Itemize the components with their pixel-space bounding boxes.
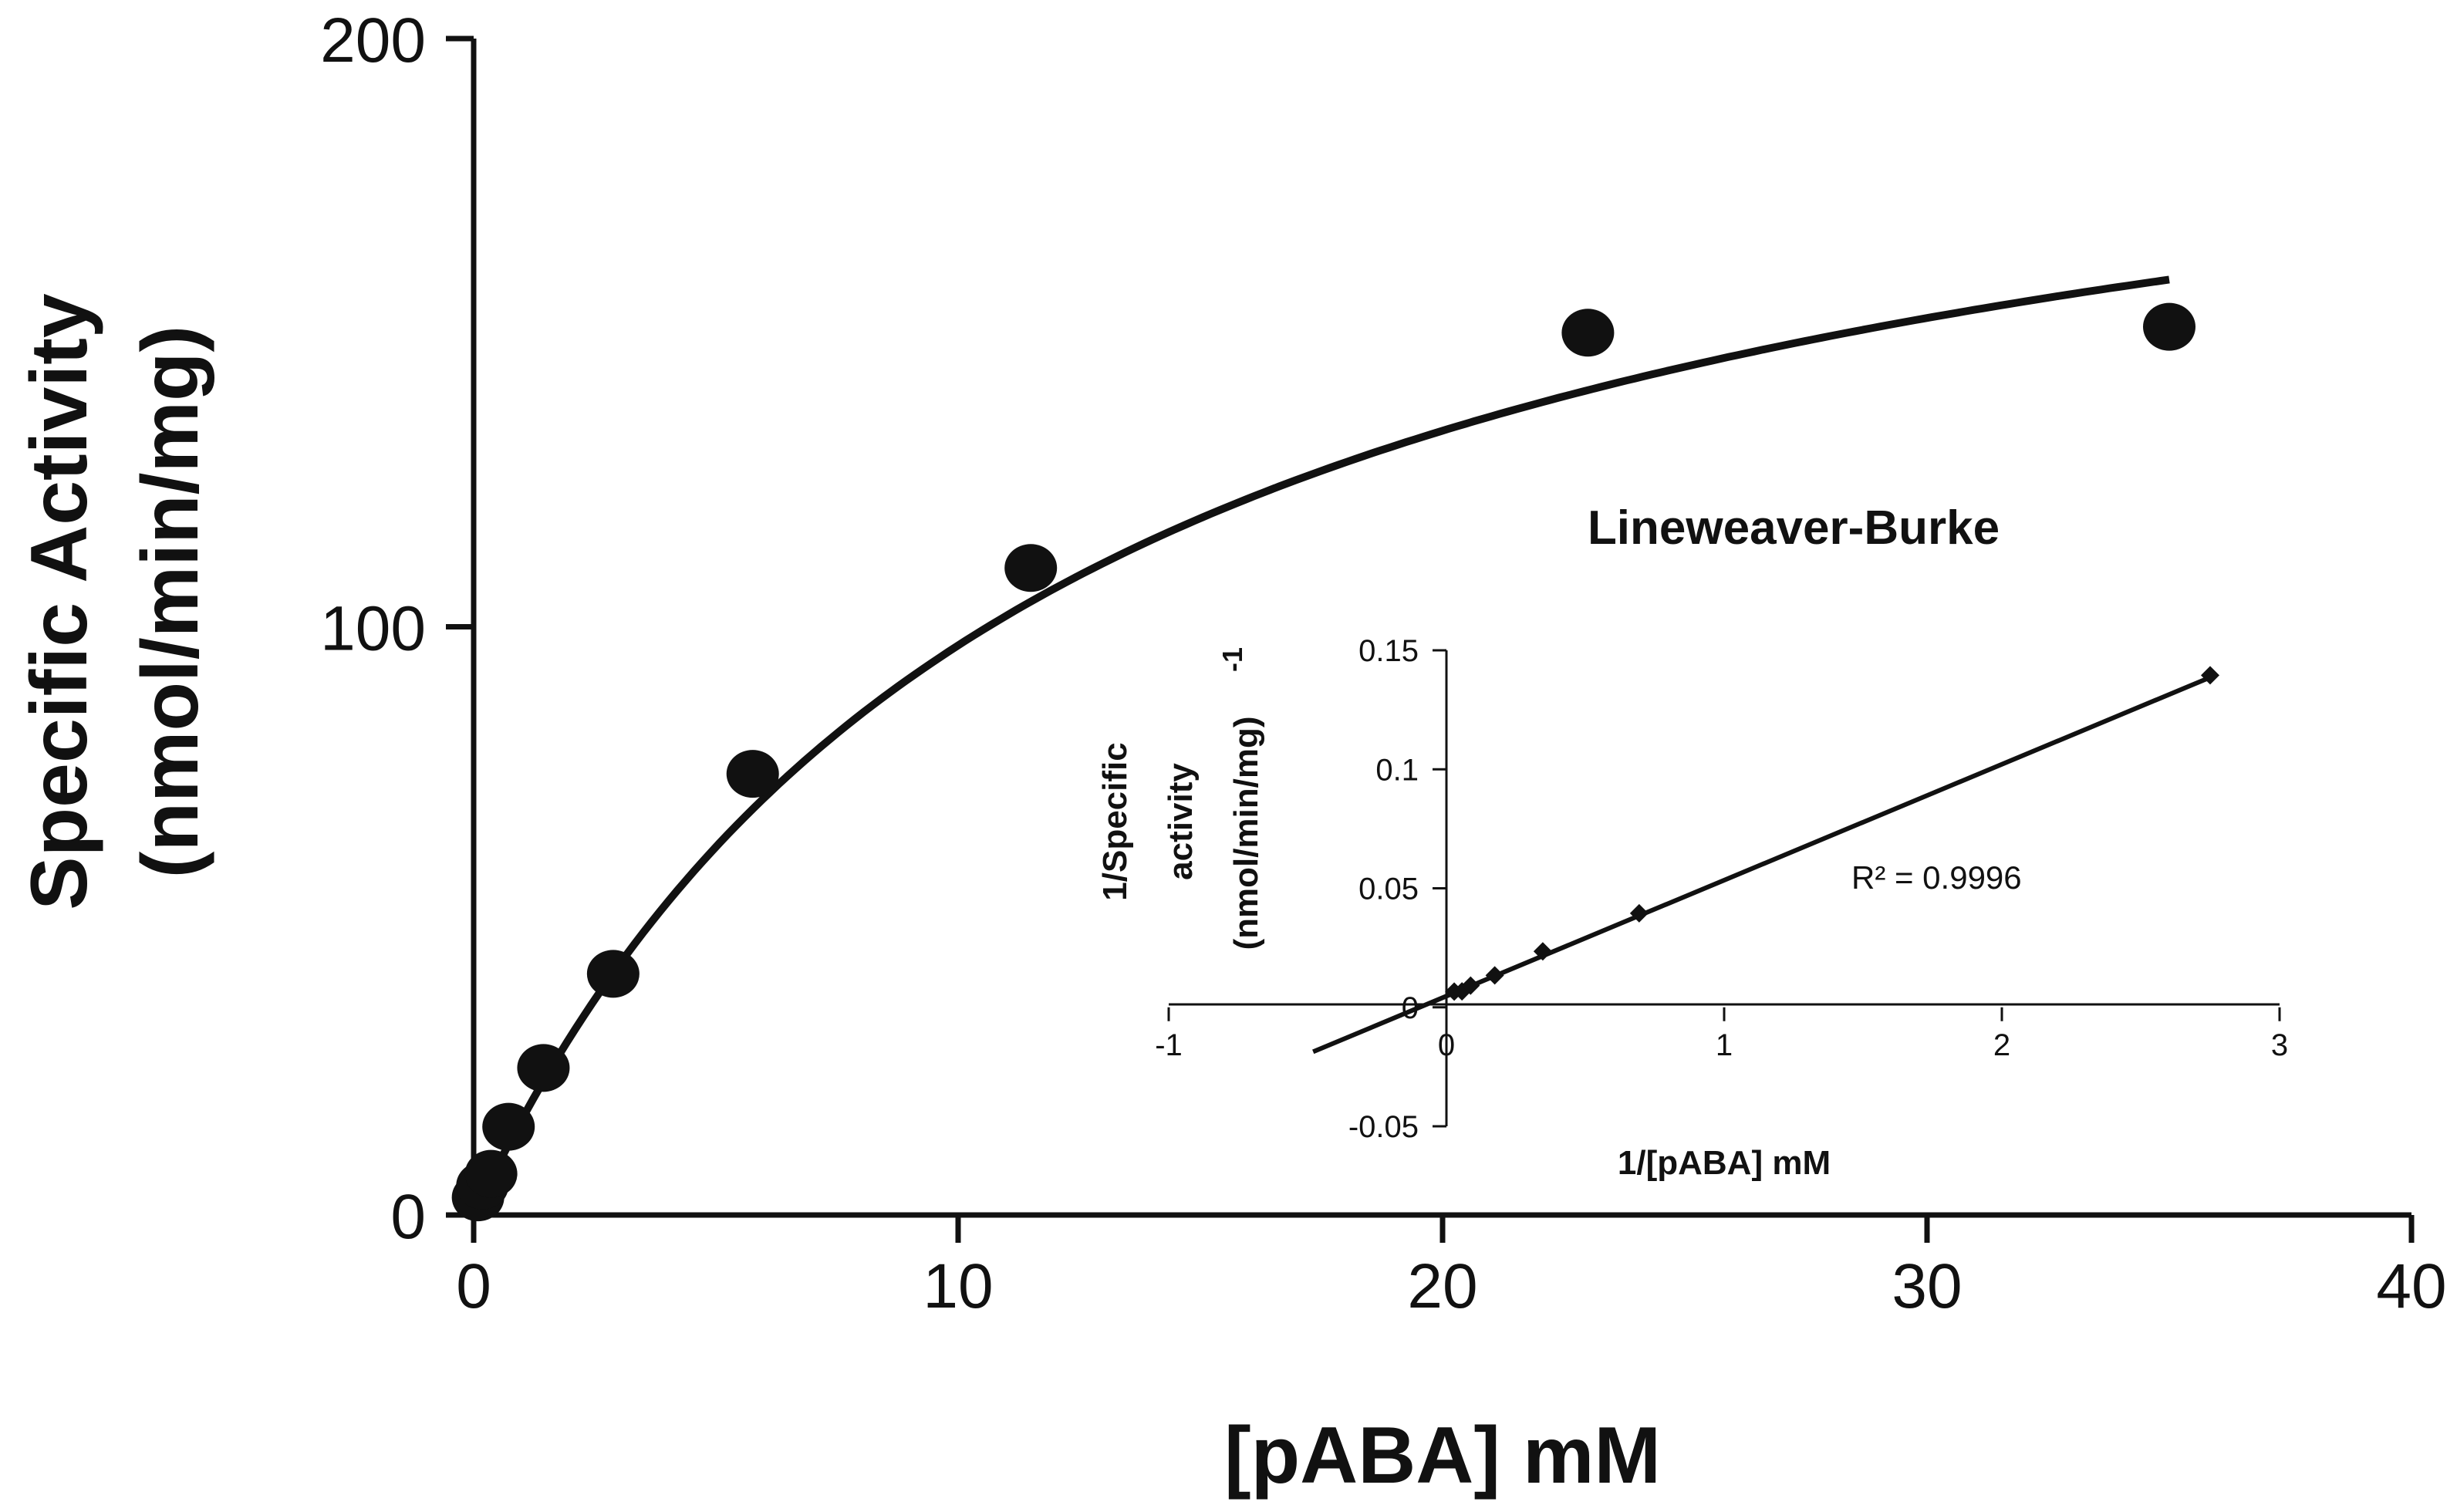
- main-data-point: [482, 1102, 535, 1151]
- inset-ticks: -1 0 1 2 3 -0.05 0 0.05 0.1 0.15: [1155, 634, 2288, 1144]
- main-x-tick-label-3: 30: [1892, 1251, 1962, 1321]
- inset-trendline-group: [1312, 675, 2212, 1055]
- inset-y-tick-label-0: -0.05: [1348, 1110, 1419, 1144]
- inset-y-tick-label-1: 0: [1402, 991, 1419, 1025]
- inset-r-squared-annotation: R² = 0.9996: [1851, 859, 2022, 896]
- main-y-tick-label-2: 200: [320, 5, 426, 76]
- main-y-axis-title-line2: (nmol/min/mg): [126, 326, 215, 878]
- inset-x-tick-label-2: 1: [1716, 1028, 1733, 1062]
- main-data-point: [464, 1149, 518, 1198]
- inset-chart: Lineweaver-Burke -1 0 1 2 3 -0.05 0 0.05 0.1 0.15…: [1096, 501, 2288, 1182]
- inset-x-tick-label-4: 3: [2271, 1028, 2288, 1062]
- inset-x-tick-label-3: 2: [1993, 1028, 2010, 1062]
- inset-y-axis-title-line2: activity: [1162, 763, 1200, 880]
- main-fit-curve: [470, 275, 2170, 1217]
- main-x-tick-label-0: 0: [456, 1251, 491, 1321]
- main-fit-curve-group: [470, 275, 2170, 1217]
- main-x-tick-label-4: 40: [2376, 1251, 2446, 1321]
- main-data-points: [451, 302, 2195, 1222]
- main-y-tick-label-0: 0: [390, 1182, 426, 1252]
- main-x-tick-label-1: 10: [923, 1251, 993, 1321]
- inset-data-point: [1461, 976, 1480, 995]
- main-data-point: [1561, 309, 1615, 357]
- inset-trendline: [1312, 675, 2212, 1055]
- inset-y-axis-title-superscript: -1: [1217, 647, 1248, 672]
- inset-y-axis-title-line3: (nmol/min/mg): [1227, 716, 1265, 950]
- main-data-point: [726, 750, 779, 798]
- main-data-point: [1004, 544, 1058, 592]
- inset-title: Lineweaver-Burke: [1588, 501, 2000, 555]
- main-x-axis-title: [pABA] mM: [1224, 1411, 1661, 1500]
- inset-data-point: [1533, 942, 1552, 961]
- inset-x-tick-label-1: 0: [1438, 1028, 1455, 1062]
- inset-y-axis-title-line1: 1/Specific: [1096, 742, 1134, 900]
- main-data-point: [586, 950, 640, 998]
- main-x-tick-label-2: 20: [1407, 1251, 1477, 1321]
- main-data-point: [517, 1044, 570, 1092]
- main-y-tick-label-1: 100: [320, 594, 426, 664]
- inset-y-tick-label-2: 0.05: [1358, 872, 1419, 906]
- inset-data-point: [2201, 666, 2219, 685]
- inset-x-tick-label-0: -1: [1155, 1028, 1183, 1062]
- inset-y-tick-label-4: 0.15: [1358, 634, 1419, 668]
- inset-x-axis-title: 1/[pABA] mM: [1618, 1144, 1831, 1182]
- inset-data-points: [1445, 666, 2219, 1001]
- main-data-point: [2143, 302, 2195, 351]
- inset-data-point: [1485, 966, 1504, 985]
- inset-y-tick-label-3: 0.1: [1375, 753, 1419, 787]
- main-y-axis-title-line1: Specific Activity: [15, 293, 104, 910]
- inset-data-point: [1629, 903, 1649, 923]
